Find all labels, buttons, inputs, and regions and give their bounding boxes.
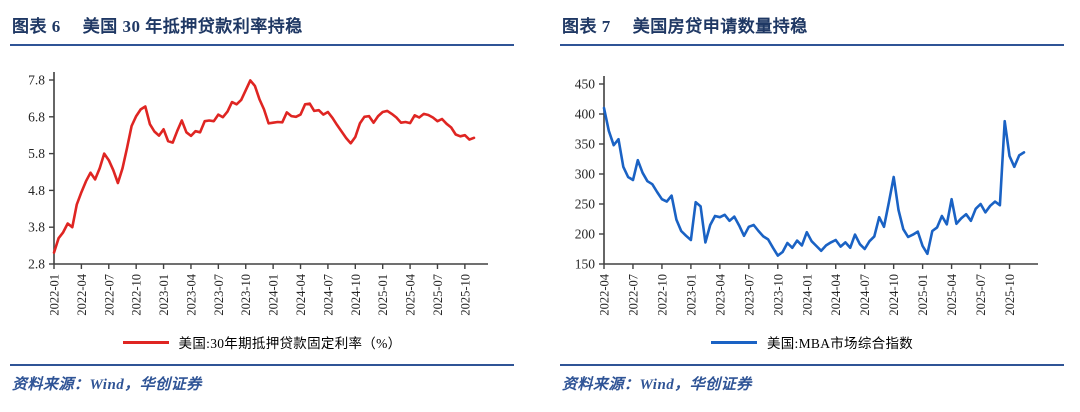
source-text: 资料来源：Wind，华创证券 [562,377,752,393]
mortgage-rate-line-chart: 2.8 3.8 4.8 5.8 6.8 7.8 2022-01 2022-04 2022-07 2… [28,72,488,316]
svg-text:450: 450 [575,77,596,92]
svg-text:5.8: 5.8 [28,146,45,161]
svg-text:2025-01: 2025-01 [916,274,930,316]
chart-columns: 图表 6 美国 30 年抵押贷款利率持稳 2.8 3.8 4.8 5.8 6.8 7.8 2… [10,10,1064,394]
svg-text:250: 250 [575,197,596,212]
legend: 美国:30年期抵押贷款固定利率（%） [10,332,514,352]
svg-text:400: 400 [575,107,596,122]
title-underline [560,44,1064,46]
svg-text:2022-10: 2022-10 [130,274,144,316]
svg-text:2022-10: 2022-10 [655,274,669,316]
svg-text:4.8: 4.8 [28,183,45,198]
figure-number: 图表 7 [562,17,611,36]
svg-text:2.8: 2.8 [28,257,45,272]
svg-text:3.8: 3.8 [28,220,45,235]
svg-text:2024-01: 2024-01 [800,274,814,316]
legend-line-swatch-blue [710,340,757,344]
title-underline [10,44,514,46]
svg-text:6.8: 6.8 [28,109,45,124]
svg-text:2024-04: 2024-04 [829,273,843,315]
source-divider: 资料来源：Wind，华创证券 [10,364,514,394]
svg-text:2022-07: 2022-07 [102,274,116,316]
svg-text:2023-01: 2023-01 [157,274,171,316]
panel-mortgage-rate: 图表 6 美国 30 年抵押贷款利率持稳 2.8 3.8 4.8 5.8 6.8 7.8 2… [10,10,514,394]
legend-label: 美国:30年期抵押贷款固定利率（%） [178,336,402,351]
svg-text:2022-04: 2022-04 [75,273,89,315]
svg-text:2023-04: 2023-04 [184,273,198,315]
svg-text:2025-10: 2025-10 [458,274,472,316]
svg-text:300: 300 [575,167,596,182]
svg-text:2024-07: 2024-07 [321,274,335,316]
svg-text:2024-07: 2024-07 [858,274,872,316]
svg-text:2025-04: 2025-04 [945,273,959,315]
svg-text:2024-01: 2024-01 [267,274,281,316]
figure-header: 图表 6 美国 30 年抵押贷款利率持稳 [10,10,514,37]
source-divider: 资料来源：Wind，华创证券 [560,364,1064,394]
svg-text:2023-01: 2023-01 [684,274,698,316]
figure-title: 美国 30 年抵押贷款利率持稳 [82,17,303,36]
svg-text:2024-10: 2024-10 [349,274,363,316]
figure-header: 图表 7 美国房贷申请数量持稳 [560,10,1064,37]
svg-text:2025-01: 2025-01 [376,274,390,316]
svg-text:2025-10: 2025-10 [1003,274,1017,316]
legend-label: 美国:MBA市场综合指数 [766,336,914,351]
figure-number: 图表 6 [12,17,61,36]
svg-text:200: 200 [575,227,596,242]
svg-text:2023-10: 2023-10 [239,274,253,316]
mba-index-line-chart: 150 200 250 300 350 400 450 2022-04 2022-07 2022-… [575,76,1038,316]
svg-text:2025-07: 2025-07 [974,274,988,316]
legend: 美国:MBA市场综合指数 [560,332,1064,352]
svg-text:2022-01: 2022-01 [48,274,62,316]
svg-text:2025-04: 2025-04 [404,273,418,315]
source-text: 资料来源：Wind，华创证券 [12,377,202,393]
legend-line-swatch-red [122,340,169,344]
figure-title: 美国房贷申请数量持稳 [632,17,808,36]
svg-text:2025-07: 2025-07 [431,274,445,316]
svg-text:2022-07: 2022-07 [626,274,640,316]
svg-text:2023-07: 2023-07 [212,274,226,316]
svg-text:7.8: 7.8 [28,73,45,88]
svg-text:2023-07: 2023-07 [742,274,756,316]
svg-text:2023-04: 2023-04 [713,273,727,315]
svg-text:350: 350 [575,137,596,152]
svg-text:2022-04: 2022-04 [598,273,612,315]
svg-text:150: 150 [575,257,596,272]
svg-text:2024-10: 2024-10 [887,274,901,316]
panel-mba-index: 图表 7 美国房贷申请数量持稳 150 200 250 300 350 400 450 202… [560,10,1064,394]
svg-text:2023-10: 2023-10 [771,274,785,316]
svg-text:2024-04: 2024-04 [294,273,308,315]
